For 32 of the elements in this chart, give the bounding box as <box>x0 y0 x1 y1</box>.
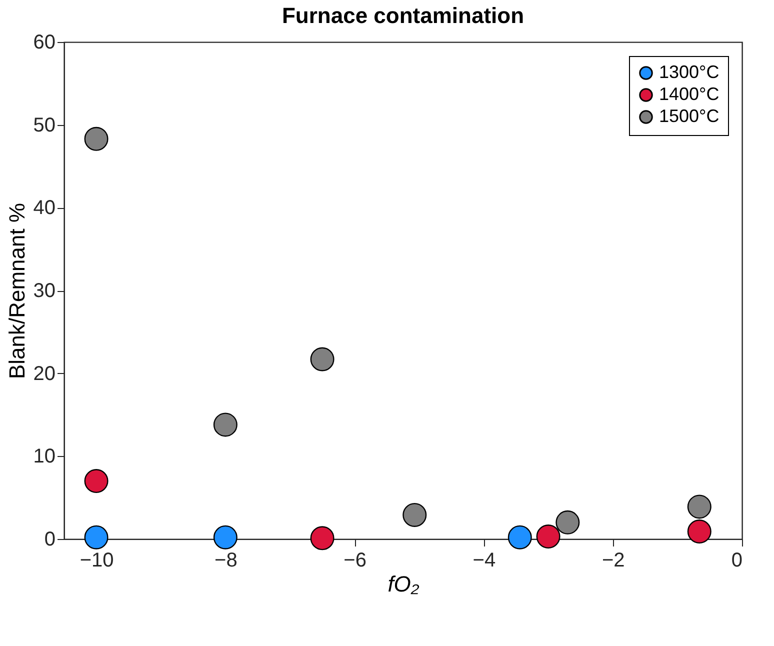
x-tick-label: −10 <box>80 550 114 572</box>
y-tick-label: 40 <box>33 197 56 220</box>
y-tick-label: 10 <box>33 446 56 468</box>
y-tick-label: 60 <box>33 32 56 54</box>
legend-label: 1500°C <box>659 106 720 126</box>
point <box>687 494 712 519</box>
x-tick-label: 0 <box>731 550 742 572</box>
x-tick-label: −2 <box>602 550 625 572</box>
y-tick-label: 30 <box>33 280 56 302</box>
point <box>508 525 532 550</box>
point <box>556 510 580 534</box>
x-tick-label: −4 <box>472 550 496 572</box>
point <box>310 526 334 550</box>
x-axis-title: fO₂ <box>388 572 420 596</box>
point <box>84 525 108 550</box>
y-axis-title: Blank/Remnant % <box>4 202 30 380</box>
point <box>213 525 238 550</box>
y-tick-label: 50 <box>33 114 56 136</box>
y-tick-label: 20 <box>33 362 56 385</box>
chart-title: Furnace contamination <box>282 3 524 28</box>
x-tick-label: −6 <box>344 550 366 572</box>
point <box>213 412 238 437</box>
y-tick-label: 0 <box>44 528 56 550</box>
point <box>84 469 108 493</box>
point <box>536 524 560 548</box>
legend-label: 1300°C <box>659 62 720 82</box>
point <box>402 503 427 527</box>
x-tick-label: −8 <box>214 550 238 572</box>
point <box>310 347 334 372</box>
point <box>687 520 712 544</box>
legend-label: 1400°C <box>659 84 720 104</box>
point <box>84 126 108 151</box>
